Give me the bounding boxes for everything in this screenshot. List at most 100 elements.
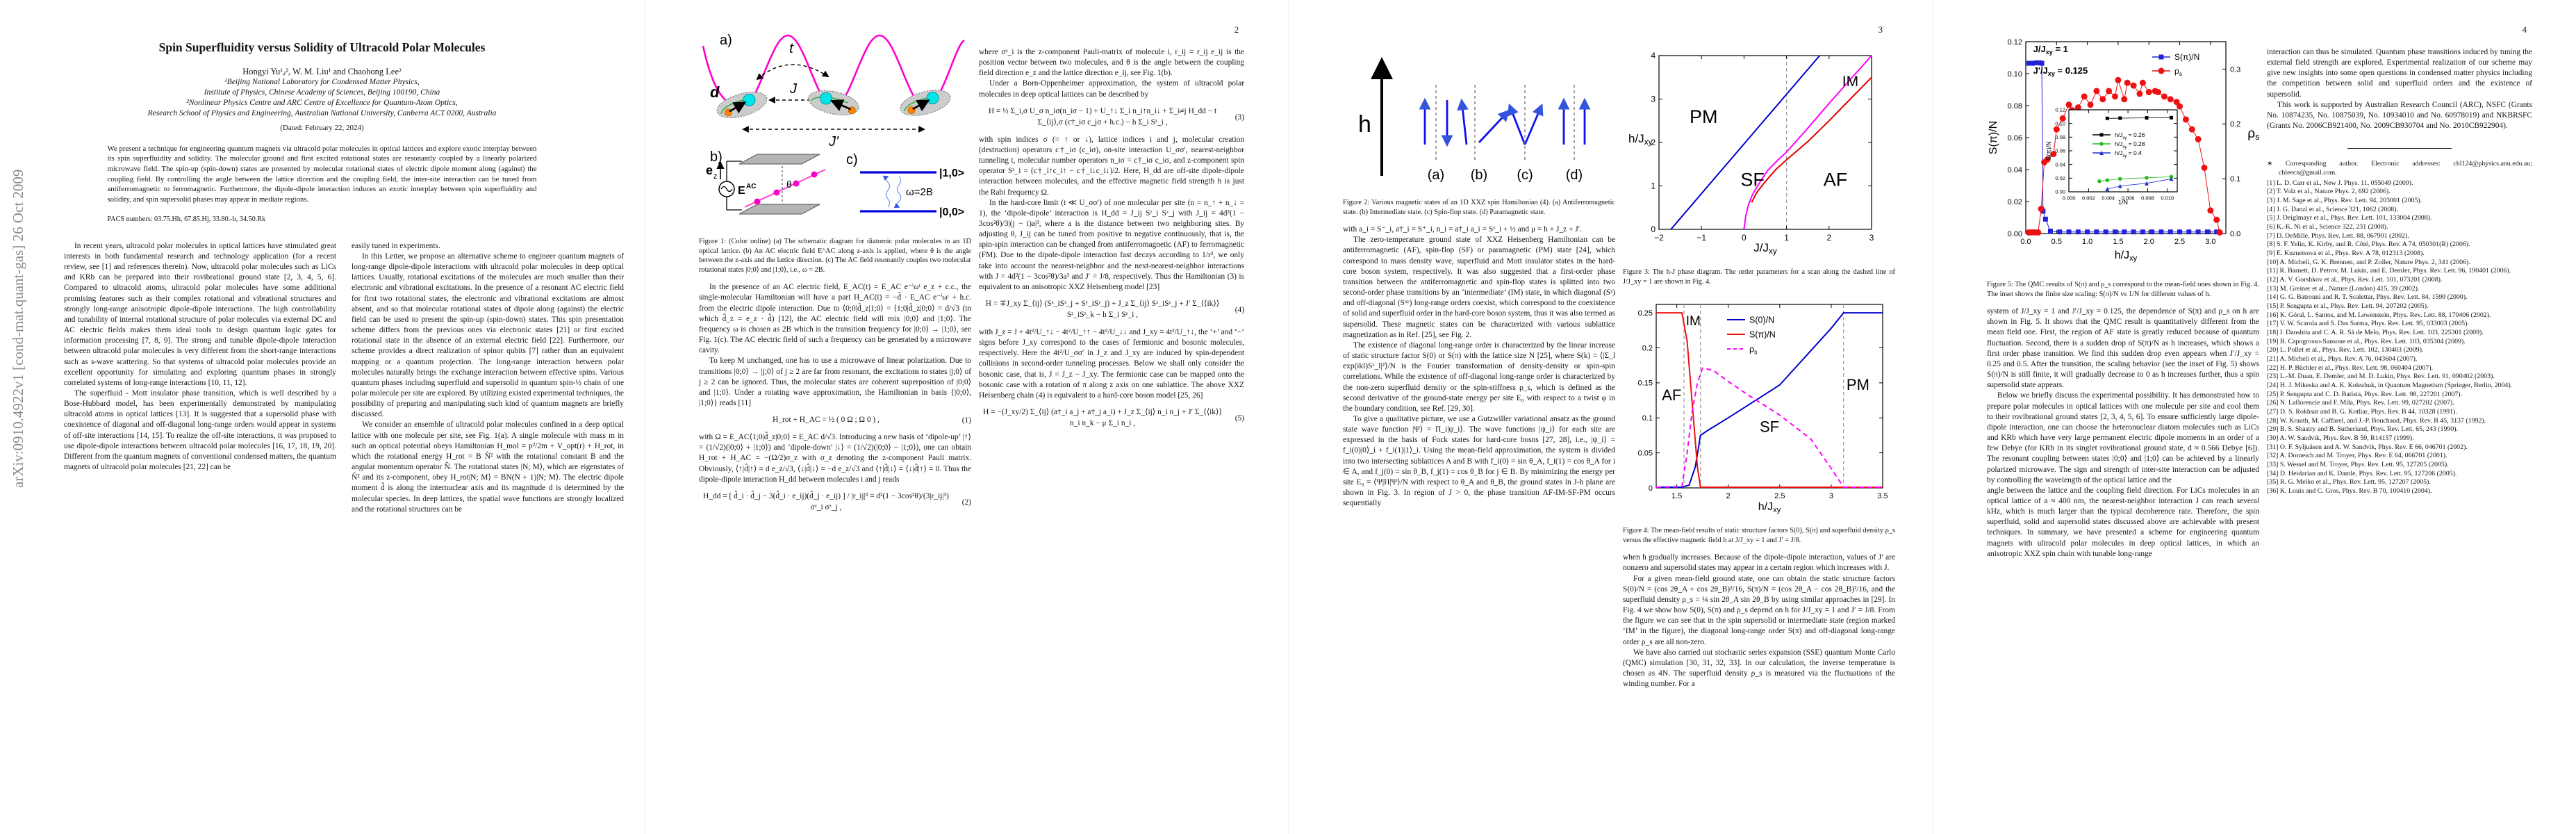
- reference-item: [28] W. Krauth, M. Caffarel, and J.-P. B…: [2267, 416, 2486, 425]
- page-2: 2 a) t J J': [644, 0, 1289, 834]
- reference-item: [35] R. G. Melko et al., Phys. Rev. Lett…: [2267, 478, 2431, 486]
- tunneling-arc: [756, 64, 829, 81]
- reference-item: [22] H. P. Büchler et al., Phys. Rev. Le…: [2267, 363, 2434, 372]
- references-list: [1] L. D. Carr et al., New J. Phys. 11, …: [2267, 179, 2532, 496]
- paragraph: In recent years, ultracold polar molecul…: [64, 241, 336, 387]
- reference-item: [32] A. Dorneich and M. Troyer, Phys. Re…: [2267, 452, 2447, 460]
- svg-text:0.1: 0.1: [1642, 414, 1653, 423]
- svg-text:0.0: 0.0: [2020, 238, 2031, 246]
- svg-text:ρs: ρs: [2247, 126, 2259, 142]
- fig2-label-d: (d): [1566, 167, 1583, 183]
- svg-text:0.06: 0.06: [2008, 134, 2022, 142]
- figure-1-caption: Figure 1: (Color online) (a) The schemat…: [699, 238, 971, 274]
- svg-text:J'/Jxy = 0.125: J'/Jxy = 0.125: [2033, 65, 2088, 77]
- fig1-label-c: c): [846, 152, 858, 167]
- equation: H = ½ Σ_i,σ U_σ n_iσ(n_iσ − 1) + U_↑↓ Σ_…: [988, 106, 1244, 126]
- coupling-wavy-arrow-up: [882, 175, 891, 208]
- reference-item: [18] I. Danshita and C. A. R. Sá de Melo…: [2267, 329, 2484, 337]
- fig1-label-b: b): [710, 149, 723, 165]
- svg-text:−1: −1: [1696, 233, 1706, 243]
- paragraph: Under a Born-Oppenheimer approximation, …: [979, 79, 1244, 99]
- figure-1: a) t J J' d: [699, 25, 971, 275]
- svg-text:0.12: 0.12: [2008, 38, 2022, 47]
- svg-text:0.002: 0.002: [2082, 195, 2095, 202]
- svg-text:0.08: 0.08: [2008, 102, 2022, 111]
- svg-text:0.08: 0.08: [2055, 134, 2065, 140]
- svg-text:S(π)/N: S(π)/N: [1749, 330, 1776, 340]
- figure-2-schematic: h: [1358, 57, 1591, 183]
- reference-item: [36] K. Louis and C. Gros, Phys. Rev. B …: [2267, 487, 2432, 496]
- capacitor-plate-top: [738, 154, 820, 165]
- references-divider: [2347, 148, 2452, 149]
- svg-text:S(π)/N: S(π)/N: [2174, 52, 2199, 62]
- svg-text:0.10: 0.10: [2055, 120, 2065, 126]
- equation: H_rot + H_AC = ½ ( 0 Ω ; Ω 0 ) , (1): [773, 416, 971, 425]
- fig1-label-theta: θ: [786, 179, 792, 190]
- svg-text:0: 0: [1649, 484, 1653, 493]
- svg-text:h/Jxy = 0.28: h/Jxy = 0.28: [2115, 140, 2145, 149]
- molecule-3: [900, 90, 951, 116]
- svg-text:0.15: 0.15: [1638, 379, 1653, 388]
- page-number: 2: [1234, 25, 1239, 35]
- molecule-1: [716, 92, 768, 118]
- svg-text:0.00: 0.00: [2055, 189, 2065, 195]
- paragraph: We have also carried out stochastic seri…: [1623, 648, 1895, 689]
- figure-3-phase-diagram: −2 −1 0 1 2 3 0 1 2 3 4 PM SF AF IM J/Jxy h/Jxy: [1628, 51, 1874, 256]
- svg-text:1.5: 1.5: [1671, 492, 1682, 500]
- svg-text:ρs: ρs: [1749, 345, 1758, 356]
- svg-text:PM: PM: [1690, 106, 1718, 127]
- svg-text:0.1: 0.1: [2230, 175, 2240, 183]
- paragraph: system of J/J_xy = 1 and J′/J_xy = 0.125…: [1987, 307, 2259, 390]
- svg-text:0.006: 0.006: [2122, 195, 2135, 202]
- pacs-numbers: PACS numbers: 03.75.Hh, 67.85.Hj, 33.80.…: [107, 215, 266, 223]
- svg-text:1: 1: [1784, 233, 1789, 243]
- svg-text:AF: AF: [1662, 386, 1681, 404]
- svg-text:h/Jxy = 0.26: h/Jxy = 0.26: [2115, 131, 2145, 140]
- svg-text:2.5: 2.5: [1774, 492, 1785, 500]
- page-number: 4: [2522, 25, 2527, 35]
- svg-text:0: 0: [1651, 224, 1656, 234]
- fig1-label-EAC: AC: [746, 183, 756, 190]
- paragraph: with spin indices σ (= ↑ or ↓), lattice …: [979, 135, 1244, 197]
- svg-text:S(π)/N: S(π)/N: [2045, 141, 2052, 160]
- paragraph: For a given mean-field ground state, one…: [1623, 574, 1895, 646]
- svg-text:0.04: 0.04: [2055, 161, 2065, 167]
- figure-4-mean-field-plot: 1.5 2 2.5 3 3.5 0 0.05 0.1 0.15 0.2 0.25 AF IM SF PM S(…: [1638, 304, 1888, 514]
- molecule-2: [808, 90, 859, 115]
- svg-text:3: 3: [1869, 233, 1874, 243]
- spin-arrows: [1419, 97, 1591, 147]
- svg-text:0.0: 0.0: [2230, 230, 2240, 238]
- reference-item: [26] N. Laflorencie and F. Mila, Phys. R…: [2267, 399, 2454, 407]
- paragraph: interaction can thus be simulated. Quant…: [2267, 48, 2532, 99]
- paragraph: The superfluid - Mott insulator phase tr…: [64, 389, 336, 472]
- affiliation-line: Research School of Physics and Engineeri…: [147, 108, 497, 117]
- column-left: a) t J J' d: [699, 0, 971, 520]
- svg-text:0.10: 0.10: [2008, 70, 2022, 79]
- paragraph: with J_z = J + 4t²/U_↑↓ − 4t²/U_↑↑ − 4t²…: [979, 328, 1244, 400]
- svg-text:0.000: 0.000: [2063, 195, 2076, 202]
- paragraph: We consider an ensemble of ultracold pol…: [352, 420, 624, 514]
- figure-3: −2 −1 0 1 2 3 0 1 2 3 4 PM SF AF IM J/Jxy h/Jxy Figure 3…: [1623, 44, 1895, 286]
- column-left-text: with a_i = S⁻_i, a†_i = S⁺_i, n_i = a†_i…: [1343, 224, 1615, 509]
- fig1-label-ez-sub: z: [713, 172, 718, 181]
- svg-text:0.010: 0.010: [2161, 195, 2174, 202]
- reference-item: [17] V. W. Scarola and S. Das Sarma, Phy…: [2267, 320, 2469, 328]
- reference-item: [24] H. J. Mikeska and A. K. Kolezhuk, i…: [2267, 382, 2513, 390]
- reference-item: [12] A. V. Gorshkov et al., Phys. Rev. L…: [2267, 275, 2443, 284]
- affiliation-line: ²Nonlinear Physics Centre and ARC Centre…: [186, 98, 458, 107]
- fig1-label-E: E: [738, 185, 745, 197]
- fig1-label-Jprime: J': [828, 134, 839, 149]
- column-left-text: In the presence of an AC electric field,…: [699, 282, 971, 514]
- affiliation-line: ¹Beijing National Laboratory for Condens…: [224, 78, 420, 86]
- page-3: 3 h: [1288, 0, 1933, 834]
- svg-text:−2: −2: [1654, 233, 1664, 243]
- svg-text:h/Jxy: h/Jxy: [1758, 501, 1781, 514]
- paper-title: Spin Superfluidity versus Solidity of Ul…: [158, 40, 486, 54]
- reference-item: [7] D. DeMille, Phys. Rev. Lett. 88, 067…: [2267, 231, 2409, 240]
- paragraph: Below we briefly discuss the experimenta…: [1987, 391, 2259, 484]
- fig1-level0-label: |0,0>: [939, 206, 964, 218]
- svg-text:0: 0: [1742, 233, 1747, 243]
- dated-line: (Dated: February 22, 2024): [280, 123, 364, 132]
- svg-text:SF: SF: [1760, 418, 1779, 436]
- reference-item: [20] L. Pollet et al., Phys. Rev. Lett. …: [2267, 346, 2424, 354]
